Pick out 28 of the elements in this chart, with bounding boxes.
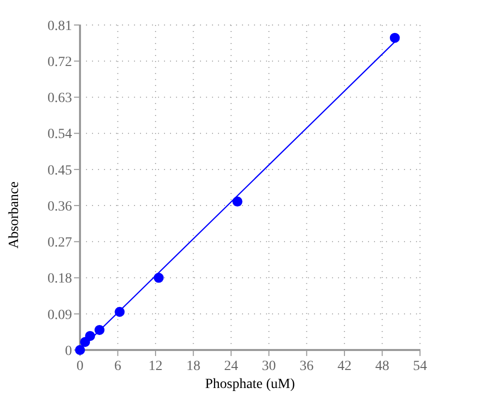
y-tick-label: 0.36 xyxy=(48,199,72,214)
y-tick-label: 0.81 xyxy=(48,18,72,34)
x-tick-label: 12 xyxy=(148,359,163,374)
x-tick-label: 6 xyxy=(114,359,122,374)
x-tick-label: 30 xyxy=(262,359,276,374)
y-tick-label: 0.72 xyxy=(48,55,72,70)
x-tick-label: 36 xyxy=(300,359,314,374)
y-tick-label: 0 xyxy=(65,344,72,359)
point xyxy=(94,324,105,335)
y-tick-label: 0.18 xyxy=(48,272,72,287)
y-axis-title: Absorbance xyxy=(7,182,22,248)
x-tick-label: 24 xyxy=(224,359,238,374)
point xyxy=(390,32,400,43)
point xyxy=(85,330,96,341)
point xyxy=(154,272,164,283)
x-tick-label: 0 xyxy=(76,359,84,374)
x-tick-label: 54 xyxy=(413,359,427,374)
y-tick-label: 0.54 xyxy=(48,127,72,142)
y-tick-label: 0.45 xyxy=(48,163,72,178)
x-tick-label: 48 xyxy=(375,359,390,374)
x-tick-label: 18 xyxy=(186,359,200,374)
y-tick-label: 0.63 xyxy=(48,91,72,106)
x-axis-title: Phosphate (uM) xyxy=(205,377,296,392)
y-tick-label: 0.27 xyxy=(48,236,72,251)
y-tick-label: 0.09 xyxy=(48,308,72,323)
point xyxy=(114,306,125,317)
point xyxy=(232,196,242,207)
x-tick-label: 42 xyxy=(337,359,352,374)
